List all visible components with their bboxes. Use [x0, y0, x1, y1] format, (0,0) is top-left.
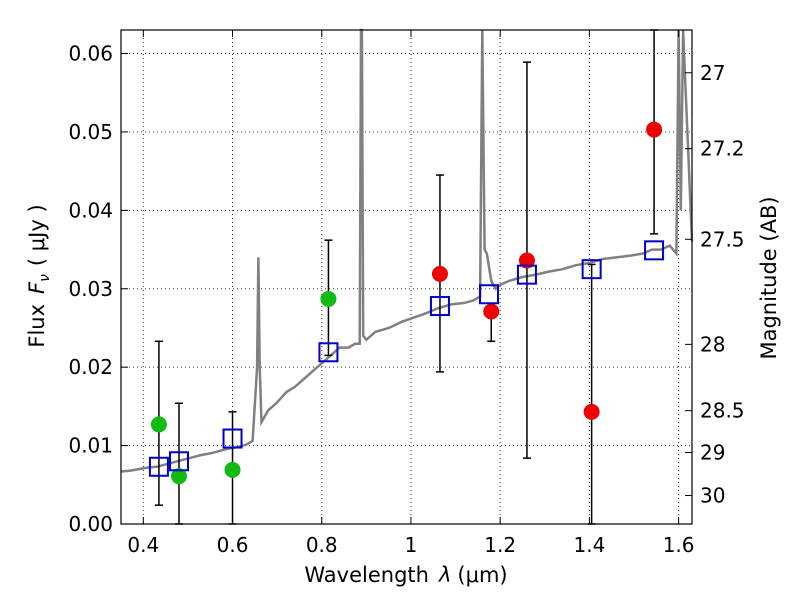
model-square-marker [148, 456, 169, 477]
y-tick-label: 0.05 [68, 120, 113, 144]
mag-tick-label: 30 [700, 484, 725, 508]
marker-layer [148, 121, 665, 485]
mag-tick-label: 27.5 [700, 227, 745, 251]
x-tick-label: 1.4 [573, 533, 605, 557]
green-data-point [170, 468, 187, 485]
y2-axis-label: Magnitude (AB) [757, 196, 781, 359]
red-data-point [646, 121, 663, 138]
red-data-point [431, 265, 448, 282]
red-data-point [483, 303, 500, 320]
plot-frame [120, 29, 693, 525]
x-tick-label: 0.6 [217, 533, 249, 557]
x-tick-label: 0.8 [306, 533, 338, 557]
model-square-marker [318, 342, 339, 363]
model-square-marker [222, 428, 243, 449]
red-data-point [518, 252, 535, 269]
red-data-point [583, 403, 600, 420]
green-data-point [150, 416, 167, 433]
x-tick-label: 1 [405, 533, 418, 557]
green-data-point [320, 290, 337, 307]
y-tick-label: 0.02 [68, 355, 113, 379]
y-tick-label: 0.06 [68, 42, 113, 66]
model-square-marker [429, 296, 450, 317]
x-tick-label: 0.4 [127, 533, 159, 557]
model-square-marker [516, 264, 537, 285]
green-data-point [224, 461, 241, 478]
model-square-marker [168, 451, 189, 472]
mag-tick-label: 28 [700, 332, 725, 356]
model-square-marker [644, 240, 665, 261]
model-square-marker [479, 284, 500, 305]
y-axis-label: FluxFν( μJy ) [25, 204, 53, 347]
x-tick-label: 1.6 [663, 533, 695, 557]
x-axis-label: Wavelength λ (μm) [304, 563, 507, 587]
mag-tick-label: 27 [700, 61, 725, 85]
y-tick-label: 0.03 [68, 277, 113, 301]
mag-tick-label: 29 [700, 440, 725, 464]
spectrum-line [120, 28, 694, 473]
mag-tick-label: 28.5 [700, 399, 745, 423]
y-tick-label: 0.00 [68, 512, 113, 536]
y-tick-label: 0.01 [68, 434, 113, 458]
y-tick-label: 0.04 [68, 198, 113, 222]
x-tick-label: 1.2 [484, 533, 516, 557]
model-square-marker [581, 259, 602, 280]
mag-tick-label: 27.2 [700, 137, 745, 161]
tick-layer: 0.4 0.6 0.8 1 1.2 1.4 1.6 0.00 0.01 0.02 0.03 0.04 0… [68, 30, 745, 557]
